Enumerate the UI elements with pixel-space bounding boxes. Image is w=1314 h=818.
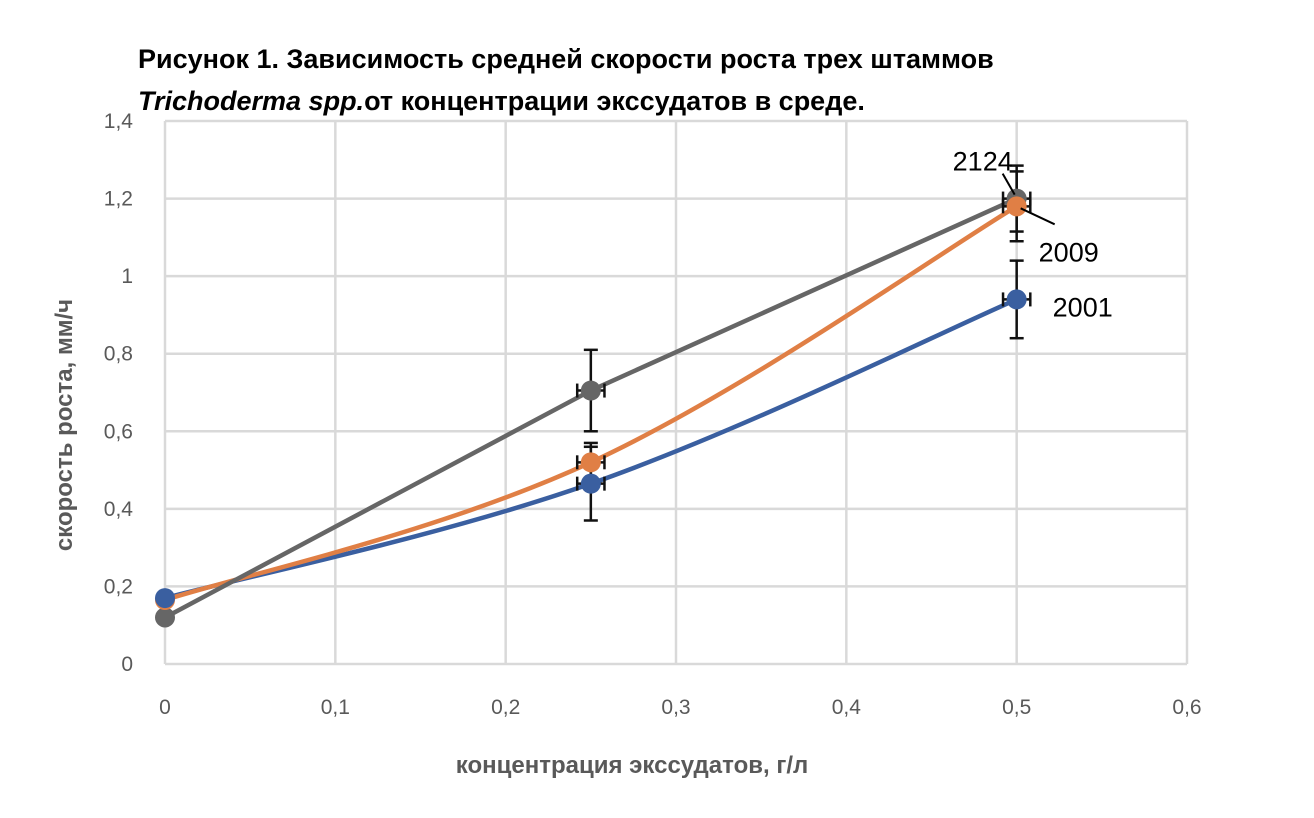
y-tick-label: 0 [121, 653, 133, 676]
x-tick-label: 0 [159, 696, 171, 719]
series-label-2124: 2124 [953, 147, 1013, 177]
series-label-2009: 2009 [1039, 237, 1099, 267]
y-tick-label: 0,6 [104, 420, 133, 443]
data-point-2001 [155, 588, 175, 609]
leader-line-2009 [1020, 207, 1056, 226]
data-point-2001 [1006, 289, 1027, 310]
chart-title: Рисунок 1. Зависимость средней скорости … [138, 38, 1238, 122]
data-point-2124 [155, 607, 175, 628]
x-axis-title: концентрация экссудатов, г/л [456, 752, 808, 779]
data-point-2001 [580, 473, 601, 494]
y-axis-ticks: 0 0,2 0,4 0,6 0,8 1 1,2 1,4 [104, 110, 134, 676]
y-tick-label: 0,4 [104, 498, 134, 521]
x-tick-label: 0,6 [1172, 696, 1201, 719]
y-tick-label: 0,2 [104, 575, 133, 598]
x-tick-label: 0,3 [661, 696, 690, 719]
data-points [155, 188, 1027, 628]
chart-title-rest: от концентрации экссудатов в среде. [364, 86, 865, 116]
y-tick-label: 1,2 [104, 188, 133, 211]
y-tick-label: 1 [121, 265, 133, 288]
leader-line-2124 [1001, 173, 1016, 196]
y-axis-title: скорость роста, мм/ч [51, 299, 78, 551]
y-tick-label: 0,8 [104, 343, 133, 366]
x-tick-label: 0,1 [321, 696, 350, 719]
y-tick-label: 1,4 [104, 110, 134, 133]
data-point-2124 [580, 380, 601, 401]
x-tick-label: 0,2 [491, 696, 520, 719]
series-label-2001: 2001 [1053, 292, 1113, 322]
chart-title-line-2: Trichoderma spp.от концентрации экссудат… [138, 80, 1238, 122]
x-tick-label: 0,4 [832, 696, 862, 719]
data-point-2009 [1006, 196, 1027, 217]
gridlines [163, 119, 1189, 666]
data-point-2009 [580, 452, 601, 473]
chart-title-species: Trichoderma spp. [138, 86, 365, 116]
series-labels: 2124 2009 2001 [953, 147, 1113, 323]
chart-title-line-1: Рисунок 1. Зависимость средней скорости … [138, 44, 994, 74]
x-axis-ticks: 0 0,1 0,2 0,3 0,4 0,5 0,6 [159, 696, 1201, 719]
x-tick-label: 0,5 [1002, 696, 1031, 719]
